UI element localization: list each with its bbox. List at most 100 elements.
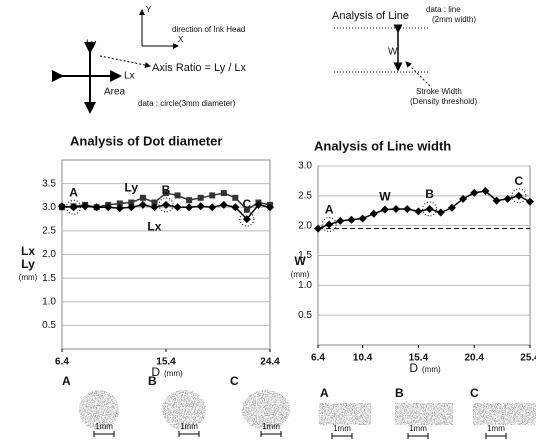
data-label: data : line: [426, 5, 461, 14]
y-tick-label: 3.5: [42, 178, 56, 189]
area-diagram: Y X direction of Ink Head Ly Lx Axis Rat…: [62, 5, 247, 112]
x-tick-label: 24.4: [260, 357, 280, 368]
scale-label: 1mm: [180, 422, 198, 431]
y-tick-label: 0.5: [298, 310, 312, 321]
charts: Analysis of Dot diameter 0.5 1.0 1.5 2.0 2.5 3…: [19, 133, 536, 379]
area-label: Area: [104, 87, 126, 98]
data-label: (2mm width): [432, 15, 476, 24]
scale-bar: [261, 431, 281, 437]
y-tick-label: 1.0: [298, 280, 312, 291]
y-tick-label: 2.5: [42, 226, 56, 237]
marker: [175, 192, 181, 198]
x-tick-label: 20.4: [464, 353, 484, 364]
marker: [526, 198, 534, 206]
marker: [370, 210, 378, 218]
y-axis-label: Ly: [21, 257, 35, 271]
y-axis-label: (mm): [19, 273, 38, 282]
sample-label: A: [62, 374, 71, 388]
line-title: Analysis of Line: [332, 10, 409, 22]
marker: [359, 215, 367, 223]
series-line: [318, 191, 530, 229]
marker: [426, 205, 434, 213]
annotation: B: [162, 183, 171, 197]
annotation: B: [425, 187, 434, 201]
x-tick-label: 25.4: [520, 353, 536, 364]
x-tick-label: 6.4: [311, 353, 325, 364]
marker: [403, 205, 411, 213]
y-axis-label: Lx: [21, 244, 35, 258]
marker: [392, 205, 400, 213]
scale-bar: [408, 433, 428, 439]
lx-label: Lx: [124, 71, 135, 82]
x-axis-label: D: [409, 361, 418, 375]
marker: [336, 217, 344, 225]
y-tick-label: 0.5: [42, 320, 56, 331]
line-diagram: Analysis of Line data : line (2mm width)…: [332, 5, 477, 106]
marker: [140, 195, 146, 201]
series-label: Ly: [125, 181, 139, 195]
y-tick-label: 1.5: [42, 273, 56, 284]
y-axis-label: Y: [146, 5, 152, 14]
y-tick-label: 2.0: [298, 220, 312, 231]
y-tick-label: 1.0: [42, 296, 56, 307]
w-label: W: [388, 47, 398, 58]
chart-title: Analysis of Line width: [314, 138, 451, 153]
marker: [198, 195, 204, 201]
y-axis-label: (mm): [291, 270, 310, 279]
sample-label: B: [148, 374, 157, 388]
annotation: A: [325, 203, 334, 217]
annotation: C: [515, 174, 524, 188]
sample-label: C: [470, 386, 479, 400]
marker: [381, 206, 389, 214]
marker: [347, 216, 355, 224]
direction-label: direction of Ink Head: [172, 25, 245, 34]
stroke-label: (Density threshold): [410, 97, 477, 106]
marker: [208, 203, 216, 211]
ratio-label: Axis Ratio = Ly / Lx: [152, 62, 247, 74]
y-tick-label: 2.5: [298, 190, 312, 201]
marker: [185, 203, 193, 211]
scale-label: 1mm: [333, 424, 351, 433]
y-tick-label: 2.0: [42, 249, 56, 260]
marker: [515, 192, 523, 200]
scale-bar: [332, 433, 352, 439]
marker: [209, 192, 215, 198]
sample-image: [319, 403, 371, 425]
sample-label: B: [395, 386, 404, 400]
scale-label: 1mm: [487, 424, 505, 433]
sample-image: [473, 403, 536, 425]
scale-label: 1mm: [262, 422, 280, 431]
annotation: A: [69, 185, 78, 199]
figure: Y X direction of Ink Head Ly Lx Axis Rat…: [0, 0, 536, 444]
annotation: C: [243, 197, 252, 211]
x-axis-unit: (mm): [422, 365, 441, 374]
marker: [197, 202, 205, 210]
ly-label: Ly: [86, 39, 96, 50]
marker: [221, 190, 227, 196]
scale-label: 1mm: [409, 424, 427, 433]
marker: [232, 195, 238, 201]
sample-label: C: [230, 374, 239, 388]
marker: [174, 203, 182, 211]
marker: [414, 207, 422, 215]
sample-label: A: [320, 386, 329, 400]
x-tick-label: 6.4: [55, 357, 69, 368]
series-label: W: [379, 190, 391, 204]
marker: [437, 209, 445, 217]
scale-bar: [94, 431, 114, 437]
scale-bar: [179, 431, 199, 437]
series-label: Lx: [147, 219, 161, 233]
data-label: data : circle(3mm diameter): [138, 99, 236, 108]
x-axis-unit: (mm): [164, 369, 183, 378]
x-tick-label: 10.4: [353, 353, 373, 364]
y-tick-label: 3.0: [42, 202, 56, 213]
marker: [186, 197, 192, 203]
x-axis-label: X: [178, 35, 184, 44]
y-axis-label: W: [294, 254, 306, 268]
y-tick-label: 3.0: [298, 161, 312, 172]
marker: [325, 220, 333, 228]
sample-image: [395, 403, 453, 425]
chart-title: Analysis of Dot diameter: [70, 133, 222, 148]
scale-bar: [486, 433, 506, 439]
